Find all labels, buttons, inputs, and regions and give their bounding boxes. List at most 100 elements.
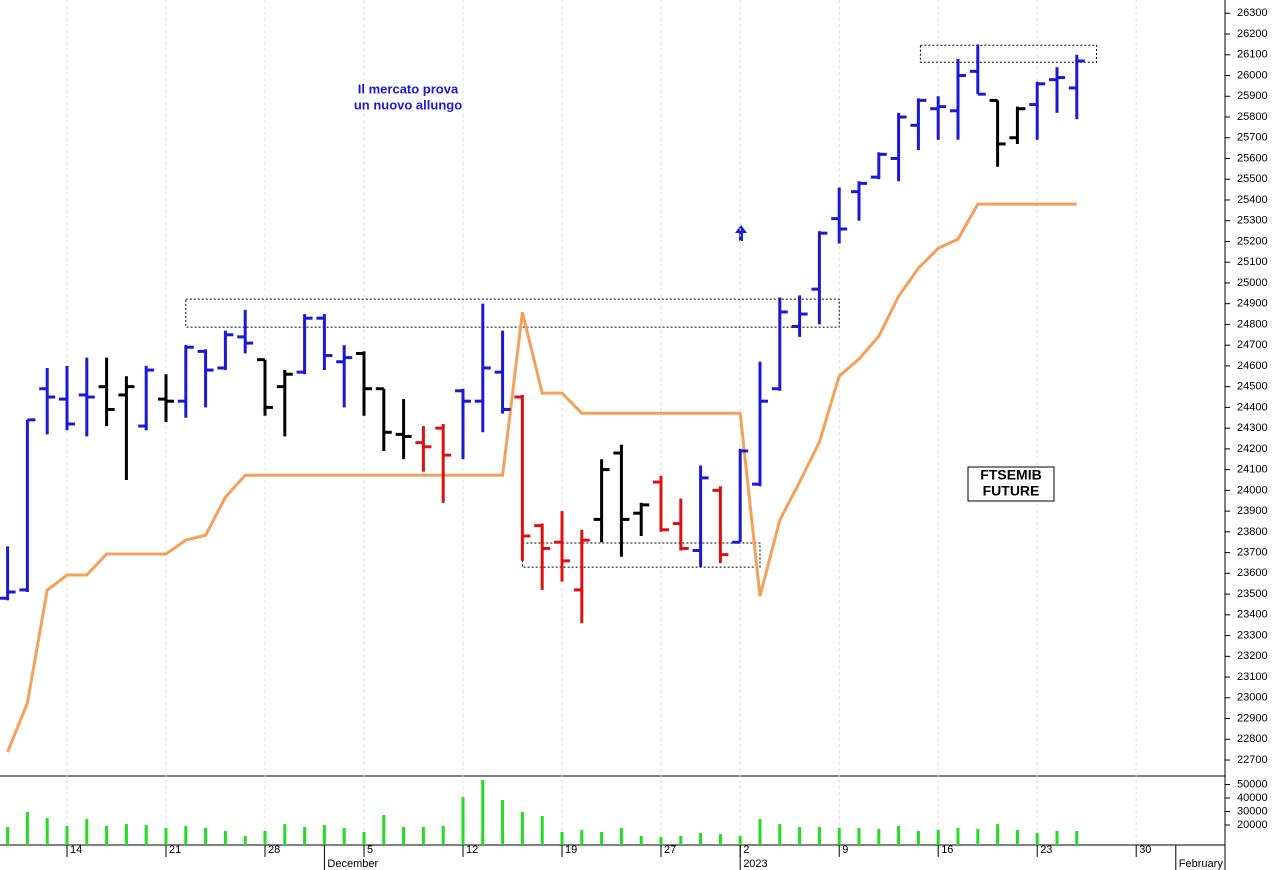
x-tick-label: 12 xyxy=(466,844,478,856)
volume-bar xyxy=(164,827,168,845)
y-tick-label: 22800 xyxy=(1237,733,1268,745)
volume-bar xyxy=(758,819,762,845)
price-zone xyxy=(919,44,1098,63)
y-tick-label: 25100 xyxy=(1237,256,1268,268)
volume-bar xyxy=(580,830,584,845)
y-tick-label: 24300 xyxy=(1237,422,1268,434)
volume-bar xyxy=(283,824,287,845)
volume-bar xyxy=(639,835,643,845)
x-tick-label: 5 xyxy=(367,844,373,856)
volume-bar xyxy=(85,819,89,845)
y-tick-label: 23300 xyxy=(1237,629,1268,641)
volume-bar xyxy=(124,824,128,845)
y-tick-label: 23400 xyxy=(1237,609,1268,621)
volume-bar xyxy=(659,837,663,845)
x-tick-label: 28 xyxy=(268,844,280,856)
y-tick-label: 24000 xyxy=(1237,484,1268,496)
volume-bar xyxy=(936,830,940,845)
volume-bar xyxy=(45,817,49,845)
y-tick-label: 26200 xyxy=(1237,28,1268,40)
y-tick-label: 25900 xyxy=(1237,90,1268,102)
month-label: 2023 xyxy=(743,858,767,870)
volume-bar xyxy=(223,830,227,845)
x-tick-label: 9 xyxy=(842,844,848,856)
volume-bar xyxy=(362,832,366,845)
volume-bar xyxy=(817,827,821,845)
volume-bar xyxy=(679,835,683,845)
x-tick-label: 2 xyxy=(743,844,749,856)
up-arrow xyxy=(735,225,747,241)
label-box xyxy=(967,466,1055,502)
volume-bar xyxy=(382,815,386,845)
y-tick-label: 25200 xyxy=(1237,235,1268,247)
volume-bar xyxy=(303,827,307,845)
y-tick-label: 23800 xyxy=(1237,526,1268,538)
volume-bar xyxy=(520,812,524,845)
y-tick-label: 25700 xyxy=(1237,132,1268,144)
volume-bar xyxy=(342,827,346,845)
label-text: FUTURE xyxy=(983,483,1040,499)
volume-bar xyxy=(144,825,148,845)
price-zone xyxy=(521,542,761,568)
x-tick-label: 14 xyxy=(70,844,82,856)
volume-bar xyxy=(1055,830,1059,845)
annotation: un nuovo allungo xyxy=(354,97,462,112)
y-tick-label: 22700 xyxy=(1237,754,1268,766)
volume-bar xyxy=(877,829,881,845)
label-text: FTSEMIB xyxy=(980,467,1041,483)
y-tick-label: 24500 xyxy=(1237,381,1268,393)
y-tick-label: 24800 xyxy=(1237,318,1268,330)
y-tick-label: 26300 xyxy=(1237,7,1268,19)
y-tick-label: 25600 xyxy=(1237,152,1268,164)
y-tick-label: 22900 xyxy=(1237,712,1268,724)
volume-bar xyxy=(1075,830,1079,845)
y-tick-label: 23000 xyxy=(1237,692,1268,704)
y-tick-label: 24200 xyxy=(1237,443,1268,455)
x-tick-label: 19 xyxy=(565,844,577,856)
volume-bar xyxy=(837,827,841,845)
x-tick-label: 16 xyxy=(941,844,953,856)
volume-bar xyxy=(25,812,29,845)
volume-bar xyxy=(421,827,425,845)
month-label: February xyxy=(1179,858,1224,870)
volume-bar xyxy=(501,800,505,845)
volume-bar xyxy=(461,797,465,845)
y-tick-label: 40000 xyxy=(1237,792,1268,804)
y-tick-label: 30000 xyxy=(1237,805,1268,817)
y-tick-label: 24700 xyxy=(1237,339,1268,351)
volume-bar xyxy=(481,780,485,845)
volume-bar xyxy=(560,832,564,845)
x-tick-label: 30 xyxy=(1139,844,1151,856)
y-tick-label: 23700 xyxy=(1237,547,1268,559)
volume-bar xyxy=(738,835,742,845)
y-tick-label: 24400 xyxy=(1237,401,1268,413)
volume-bar xyxy=(65,825,69,845)
volume-bar xyxy=(322,825,326,845)
volume-bar xyxy=(857,827,861,845)
volume-bar xyxy=(184,825,188,845)
volume-bar xyxy=(6,827,10,845)
y-tick-label: 23500 xyxy=(1237,588,1268,600)
stop-line xyxy=(6,202,1077,753)
volume-bar xyxy=(105,825,109,845)
volume-bar xyxy=(956,827,960,845)
volume-bar xyxy=(204,827,208,845)
volume-bar xyxy=(600,832,604,845)
volume-bar xyxy=(619,827,623,845)
y-tick-label: 25000 xyxy=(1237,277,1268,289)
y-tick-label: 23200 xyxy=(1237,650,1268,662)
volume-bar xyxy=(976,829,980,845)
volume-bar xyxy=(718,834,722,845)
y-tick-label: 25500 xyxy=(1237,173,1268,185)
volume-bar xyxy=(916,830,920,845)
x-tick-label: 27 xyxy=(664,844,676,856)
volume-bar xyxy=(402,827,406,845)
x-tick-label: 21 xyxy=(169,844,181,856)
volume-bar xyxy=(996,824,1000,845)
volume-bar xyxy=(263,830,267,845)
price-zone xyxy=(185,298,840,328)
y-tick-label: 24600 xyxy=(1237,360,1268,372)
volume-bar xyxy=(897,825,901,845)
y-tick-label: 20000 xyxy=(1237,819,1268,831)
